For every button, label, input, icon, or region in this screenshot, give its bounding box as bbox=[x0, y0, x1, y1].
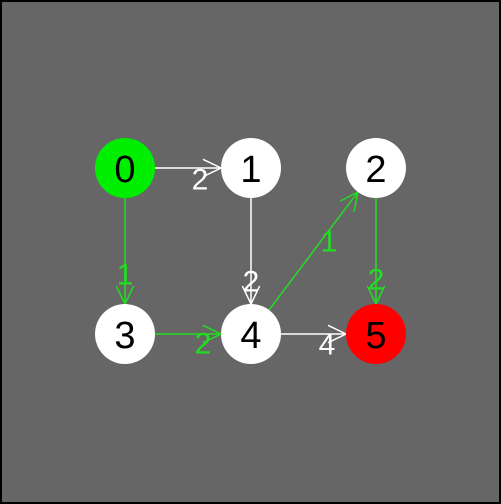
node-label-3: 3 bbox=[114, 315, 135, 357]
edge-weight-0-3: 1 bbox=[117, 259, 134, 292]
node-circle-1 bbox=[221, 138, 281, 198]
node-label-4: 4 bbox=[240, 315, 261, 357]
edge-weight-4-5: 4 bbox=[319, 329, 336, 362]
node-circle-3 bbox=[95, 304, 155, 364]
node-circle-5 bbox=[346, 304, 406, 364]
node-circle-4 bbox=[221, 304, 281, 364]
node-4: 4 bbox=[221, 304, 281, 364]
node-3: 3 bbox=[95, 304, 155, 364]
edge-weight-4-2: 1 bbox=[321, 226, 338, 259]
node-label-1: 1 bbox=[240, 149, 261, 191]
node-label-0: 0 bbox=[114, 149, 135, 191]
node-circle-0 bbox=[95, 138, 155, 198]
node-circle-2 bbox=[346, 138, 406, 198]
nodes-layer: 0 1 23 4 5 bbox=[95, 138, 406, 364]
node-1: 1 bbox=[221, 138, 281, 198]
edge-weight-2-5: 2 bbox=[368, 264, 385, 297]
node-5: 5 bbox=[346, 304, 406, 364]
node-2: 2 bbox=[346, 138, 406, 198]
node-0: 0 bbox=[95, 138, 155, 198]
edge-weight-1-4: 2 bbox=[243, 266, 260, 299]
node-label-2: 2 bbox=[365, 149, 386, 191]
node-label-5: 5 bbox=[365, 315, 386, 357]
edge-weight-3-4: 2 bbox=[195, 328, 212, 361]
edge-weight-0-1: 2 bbox=[192, 164, 209, 197]
